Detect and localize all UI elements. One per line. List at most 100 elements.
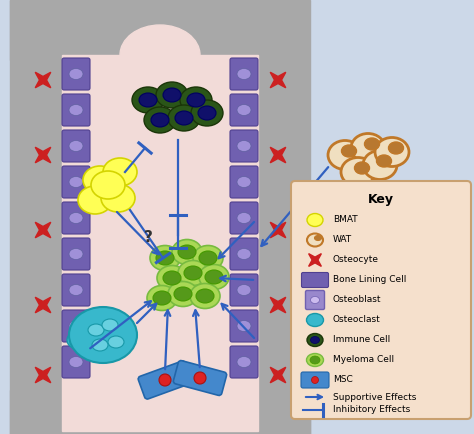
Ellipse shape [163, 271, 181, 285]
Ellipse shape [190, 283, 220, 309]
Bar [10, 390, 310, 434]
Ellipse shape [83, 166, 117, 194]
Ellipse shape [145, 0, 285, 65]
FancyBboxPatch shape [230, 94, 258, 126]
FancyBboxPatch shape [62, 166, 90, 198]
Polygon shape [35, 367, 51, 383]
Ellipse shape [69, 307, 137, 363]
Ellipse shape [355, 162, 370, 174]
Ellipse shape [168, 105, 200, 131]
Ellipse shape [311, 377, 319, 384]
Polygon shape [270, 72, 286, 88]
Ellipse shape [102, 319, 118, 331]
FancyBboxPatch shape [173, 361, 227, 395]
Ellipse shape [351, 134, 385, 162]
FancyBboxPatch shape [230, 238, 258, 270]
Ellipse shape [310, 356, 320, 364]
Text: Key: Key [368, 193, 394, 206]
Text: Immune Cell: Immune Cell [333, 335, 390, 345]
Ellipse shape [156, 251, 174, 265]
Ellipse shape [69, 141, 83, 151]
Ellipse shape [199, 264, 229, 289]
Ellipse shape [110, 314, 132, 332]
Ellipse shape [78, 186, 112, 214]
Ellipse shape [151, 113, 169, 127]
Ellipse shape [69, 69, 83, 79]
Bar [258, 0, 310, 434]
Ellipse shape [163, 88, 181, 102]
Ellipse shape [147, 286, 177, 310]
Text: MSC: MSC [333, 375, 353, 385]
Ellipse shape [168, 282, 198, 306]
Ellipse shape [67, 330, 95, 350]
Polygon shape [270, 297, 286, 313]
Ellipse shape [237, 356, 251, 368]
Polygon shape [270, 367, 286, 383]
Polygon shape [35, 222, 51, 238]
Text: Osteocyte: Osteocyte [333, 256, 379, 264]
Ellipse shape [120, 25, 200, 85]
Ellipse shape [88, 324, 104, 336]
FancyBboxPatch shape [230, 58, 258, 90]
Bar [10, 0, 62, 434]
FancyBboxPatch shape [62, 238, 90, 270]
FancyBboxPatch shape [138, 361, 192, 399]
Ellipse shape [187, 93, 205, 107]
FancyBboxPatch shape [306, 290, 325, 309]
Ellipse shape [341, 145, 356, 157]
Text: Myeloma Cell: Myeloma Cell [333, 355, 394, 365]
FancyBboxPatch shape [62, 274, 90, 306]
Ellipse shape [101, 184, 135, 212]
Ellipse shape [237, 105, 251, 115]
Ellipse shape [205, 270, 223, 284]
FancyBboxPatch shape [62, 58, 90, 90]
Ellipse shape [196, 289, 214, 303]
Ellipse shape [69, 356, 83, 368]
Ellipse shape [172, 240, 202, 264]
FancyBboxPatch shape [301, 273, 328, 287]
Polygon shape [35, 72, 51, 88]
Polygon shape [309, 253, 321, 266]
Ellipse shape [375, 138, 409, 167]
Ellipse shape [35, 0, 175, 65]
Ellipse shape [307, 233, 323, 247]
Ellipse shape [103, 158, 137, 186]
Ellipse shape [307, 333, 323, 346]
Text: Osteoclast: Osteoclast [333, 316, 381, 325]
Ellipse shape [157, 266, 187, 290]
Ellipse shape [108, 336, 124, 348]
FancyBboxPatch shape [230, 310, 258, 342]
Ellipse shape [199, 251, 217, 265]
Ellipse shape [310, 296, 319, 303]
FancyBboxPatch shape [230, 130, 258, 162]
Ellipse shape [92, 339, 108, 351]
Ellipse shape [237, 177, 251, 187]
Polygon shape [35, 297, 51, 313]
Polygon shape [35, 147, 51, 163]
Polygon shape [270, 147, 286, 163]
Ellipse shape [159, 374, 171, 386]
Ellipse shape [237, 249, 251, 260]
Text: BMAT: BMAT [333, 216, 357, 224]
FancyBboxPatch shape [62, 94, 90, 126]
Ellipse shape [307, 313, 323, 326]
Ellipse shape [307, 214, 323, 227]
FancyBboxPatch shape [301, 372, 329, 388]
Ellipse shape [174, 287, 192, 301]
Ellipse shape [150, 246, 180, 270]
Ellipse shape [69, 249, 83, 260]
Text: ?: ? [144, 230, 153, 246]
Ellipse shape [341, 158, 375, 187]
Ellipse shape [198, 106, 216, 120]
Text: Bone Lining Cell: Bone Lining Cell [333, 276, 406, 285]
Ellipse shape [376, 155, 392, 167]
Ellipse shape [69, 177, 83, 187]
Ellipse shape [69, 105, 83, 115]
Ellipse shape [310, 336, 319, 343]
FancyBboxPatch shape [291, 181, 471, 419]
Ellipse shape [69, 213, 83, 224]
Ellipse shape [363, 151, 397, 180]
Ellipse shape [69, 285, 83, 296]
Ellipse shape [175, 111, 193, 125]
Ellipse shape [178, 260, 208, 286]
